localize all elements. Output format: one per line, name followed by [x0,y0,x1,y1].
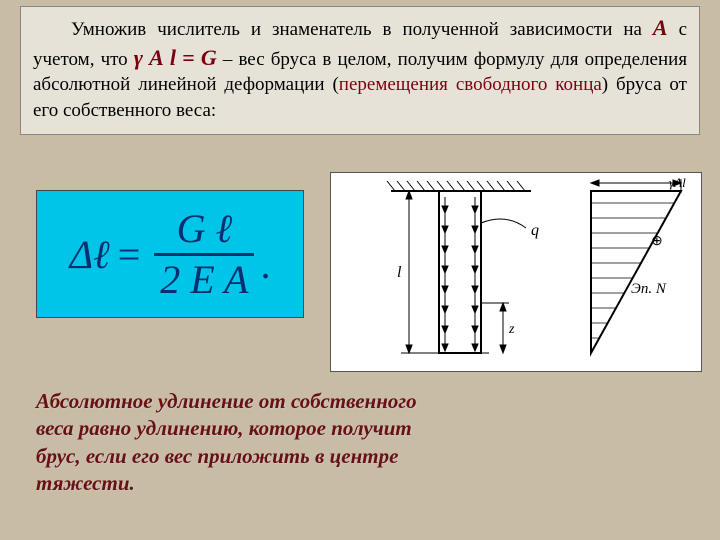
eq: = [118,231,141,278]
conclusion-text: Абсолютное удлинение от собственного вес… [36,388,456,497]
intro-panel: Умножив числитель и знаменатель в получе… [20,6,700,135]
z-label: z [508,322,515,337]
epure [591,191,681,353]
sym-l: l [170,45,176,70]
numerator: G ℓ [171,209,239,249]
formula-box: Δℓ = G ℓ 2 E A . [36,190,304,318]
q-label: q [531,222,539,239]
q-arrows [442,197,478,351]
sym-gamma: γ [134,45,143,70]
fraction: G ℓ 2 E A [154,209,254,300]
plus-sign: ⊕ [651,234,663,249]
l-label: l [397,264,402,281]
intro-text: Умножив числитель и знаменатель в получе… [33,13,687,124]
sym-G: G [201,45,217,70]
sym-A2: А [149,45,164,70]
sym-eq: = [182,45,195,70]
delta: Δ [70,231,93,278]
epN-label: Эп. N [631,281,667,297]
frac-bar [154,253,254,256]
sym-A: А [653,15,668,40]
diagram-area: q l z [330,172,702,372]
intro-red: перемещения свободного конца [339,74,602,95]
q-leader [481,219,526,228]
denominator: 2 E A [154,260,254,300]
z-dim [481,303,509,353]
formula: Δℓ = G ℓ 2 E A . [70,209,271,300]
diagram-svg: q l z [331,173,703,373]
ceiling-hatch [387,181,531,191]
dot: . [260,241,270,288]
ell: ℓ [93,231,110,278]
intro-part1: Умножив числитель и знаменатель в получе… [71,19,653,40]
